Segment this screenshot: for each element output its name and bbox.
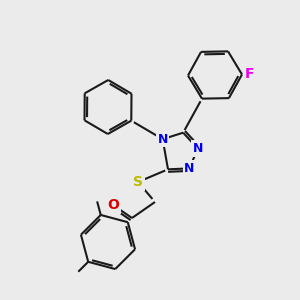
Text: N: N <box>184 162 195 175</box>
Text: F: F <box>245 67 255 81</box>
Text: O: O <box>107 198 119 212</box>
Text: S: S <box>133 175 143 189</box>
Text: N: N <box>193 142 203 155</box>
Text: N: N <box>158 133 168 146</box>
